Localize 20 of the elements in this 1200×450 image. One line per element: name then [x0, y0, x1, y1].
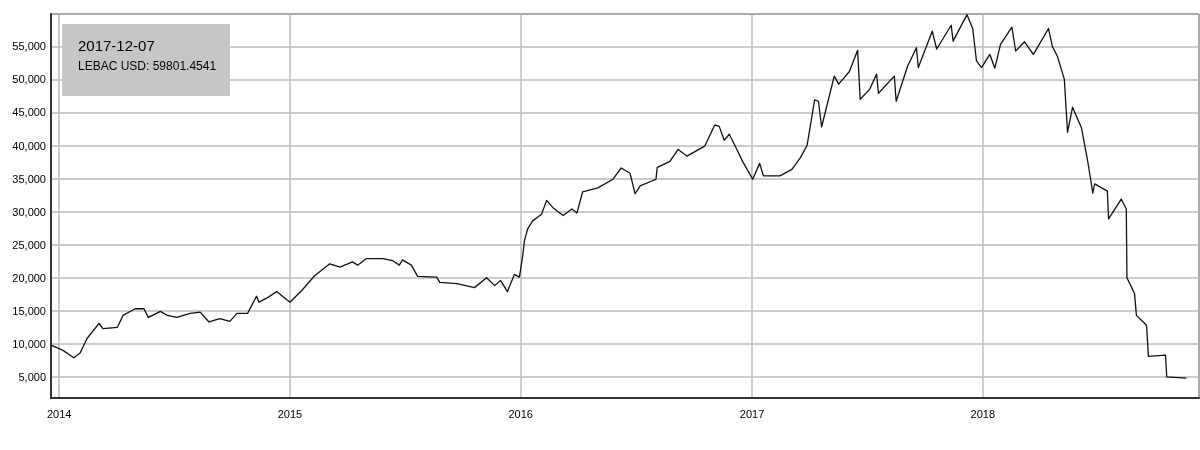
y-tick-label: 40,000 [12, 139, 46, 152]
y-tick-label: 45,000 [12, 106, 46, 119]
x-tick-label: 2017 [739, 407, 765, 420]
tooltip-box: 2017-12-07 LEBAC USD: 59801.4541 [62, 24, 230, 96]
annotation: LEBAC USD: 59801.4541 [78, 59, 218, 74]
y-tick-label: 50,000 [12, 73, 46, 86]
x-tick-label: 2016 [508, 407, 533, 420]
annotation: 2017-12-07 [78, 37, 156, 55]
y-tick-label: 20,000 [12, 271, 46, 284]
y-tick-label: 30,000 [12, 205, 46, 218]
x-tick-label: 2014 [46, 407, 72, 420]
y-tick-label: 55,000 [12, 40, 46, 53]
y-tick-label: 5,000 [18, 370, 46, 383]
x-tick-label: 2018 [970, 407, 996, 420]
y-tick-label: 35,000 [12, 172, 46, 185]
x-tick-label: 2015 [277, 407, 303, 420]
y-tick-label: 25,000 [12, 238, 46, 251]
y-tick-label: 15,000 [12, 304, 46, 317]
y-tick-label: 10,000 [12, 337, 46, 350]
line-series [50, 14, 1188, 379]
